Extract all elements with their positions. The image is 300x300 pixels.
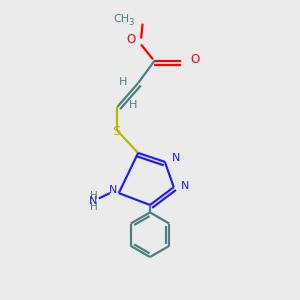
Text: N: N [172, 153, 180, 163]
Text: 3: 3 [128, 18, 134, 27]
Text: S: S [112, 125, 120, 138]
Text: N: N [109, 184, 117, 194]
Text: H: H [90, 191, 98, 201]
Text: H: H [129, 100, 137, 110]
Text: N: N [181, 181, 189, 191]
Text: O: O [126, 33, 135, 46]
Text: H: H [90, 202, 98, 212]
Text: CH: CH [114, 14, 130, 24]
Text: N: N [89, 196, 98, 206]
Text: O: O [190, 53, 199, 66]
Text: H: H [119, 76, 128, 87]
